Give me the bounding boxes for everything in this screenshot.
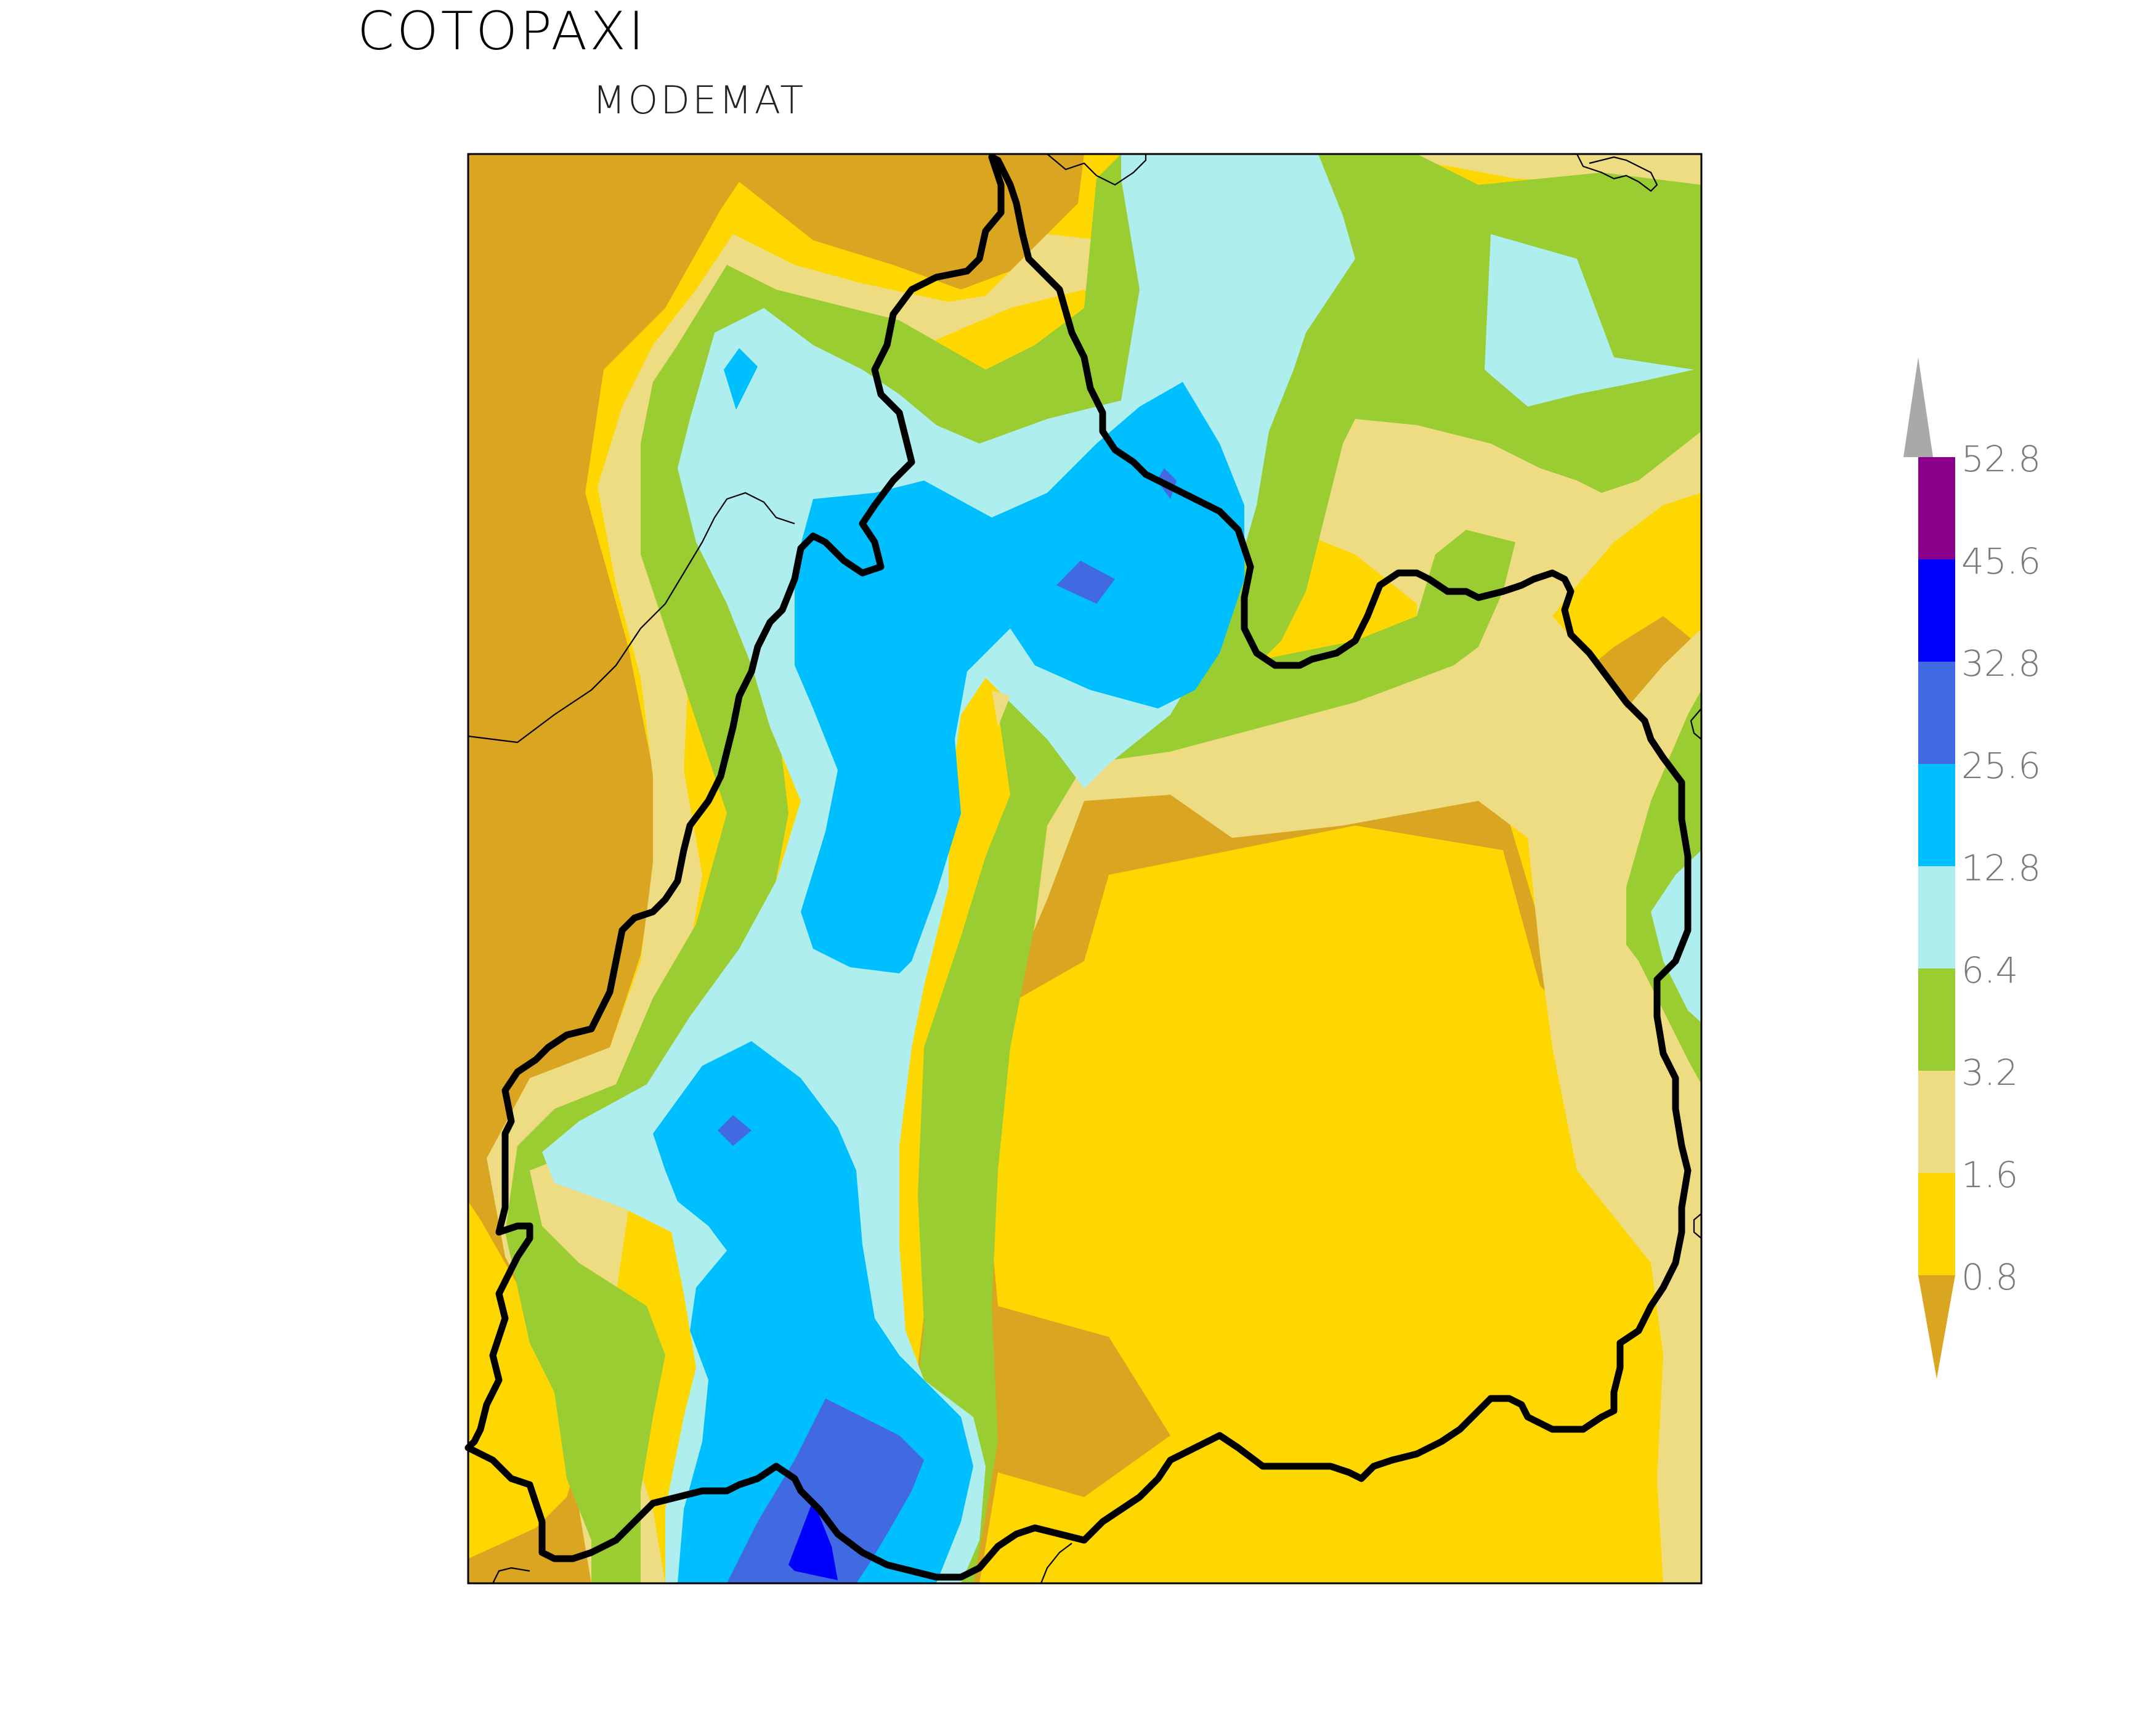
map-title: COTOPAXI bbox=[357, 1, 647, 62]
colorbar-band-25.6-32.8 bbox=[1918, 662, 1955, 764]
band-12.8-25.6-north bbox=[795, 382, 1244, 973]
colorbar-band-45.6-52.8 bbox=[1918, 457, 1955, 559]
colorbar-label-1.6: 1.6 bbox=[1961, 1154, 2019, 1196]
colorbar-label-3.2: 3.2 bbox=[1961, 1052, 2019, 1094]
band-25.6-32.8-c bbox=[718, 1115, 752, 1146]
colorbar-band-0.8-1.6 bbox=[1918, 1173, 1955, 1275]
colorbar bbox=[1903, 357, 1955, 1379]
colorbar-band-12.8-25.6 bbox=[1918, 764, 1955, 866]
colorbar-label-45.6: 45.6 bbox=[1961, 540, 2041, 582]
band-25.6-32.8-d bbox=[727, 1398, 924, 1583]
map-subtitle: MODEMAT bbox=[593, 78, 806, 123]
colorbar-bottom-arrow bbox=[1918, 1275, 1955, 1379]
colorbar-label-32.8: 32.8 bbox=[1961, 643, 2041, 684]
colorbar-label-0.8: 0.8 bbox=[1961, 1256, 2019, 1298]
colorbar-band-32.8-45.6 bbox=[1918, 559, 1955, 662]
colorbar-label-12.8: 12.8 bbox=[1961, 847, 2041, 889]
band-6.4-12.8-ne bbox=[1485, 234, 1694, 407]
band-25.6-32.8-a bbox=[1056, 561, 1115, 604]
band-12.8-25.6-nw bbox=[724, 348, 758, 410]
colorbar-band-1.6-3.2 bbox=[1918, 1071, 1955, 1173]
band-1.6-3.2-east bbox=[1577, 628, 1701, 1121]
colorbar-top-arrow bbox=[1903, 357, 1933, 457]
colorbar-label-6.4: 6.4 bbox=[1961, 949, 2019, 991]
province-boundary bbox=[464, 153, 1692, 1581]
colorbar-label-25.6: 25.6 bbox=[1961, 745, 2041, 787]
band-32.8-45.6 bbox=[788, 1500, 838, 1580]
band-1.6-3.2-notch bbox=[992, 690, 1010, 727]
colorbar-band-3.2-6.4 bbox=[1918, 968, 1955, 1071]
map-frame bbox=[467, 153, 1703, 1585]
contour-fill-layer bbox=[468, 154, 1701, 1583]
colorbar-label-52.8: 52.8 bbox=[1961, 438, 2041, 480]
band-1.6-3.2 bbox=[487, 154, 1701, 1583]
colorbar-band-6.4-12.8 bbox=[1918, 866, 1955, 968]
thin-boundaries bbox=[468, 153, 1702, 1584]
